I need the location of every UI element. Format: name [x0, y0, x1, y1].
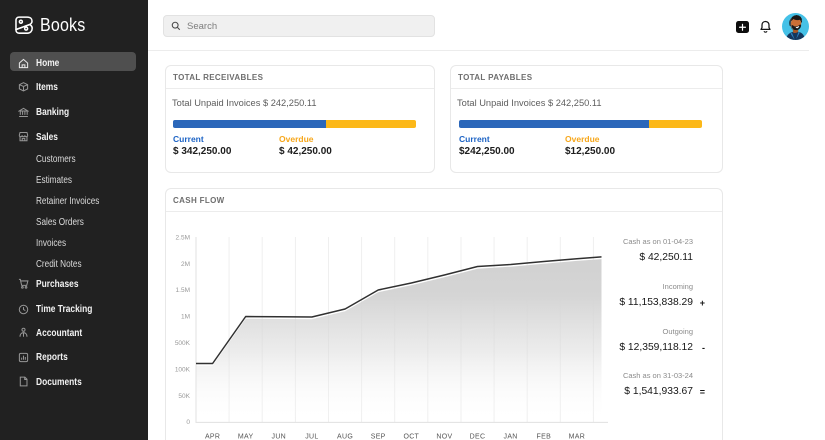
- svg-text:DEC: DEC: [470, 434, 486, 440]
- svg-text:NOV: NOV: [436, 434, 452, 440]
- svg-text:100K: 100K: [175, 366, 191, 373]
- svg-text:JUL: JUL: [305, 434, 318, 440]
- svg-text:MAY: MAY: [238, 434, 254, 440]
- svg-text:50K: 50K: [178, 393, 190, 400]
- svg-text:APR: APR: [205, 434, 220, 440]
- svg-text:OCT: OCT: [403, 434, 419, 440]
- svg-text:2M: 2M: [181, 261, 190, 268]
- svg-text:FEB: FEB: [537, 434, 552, 440]
- svg-text:500K: 500K: [175, 340, 191, 347]
- svg-text:JUN: JUN: [272, 434, 287, 440]
- svg-text:0: 0: [186, 419, 190, 426]
- svg-text:MAR: MAR: [569, 434, 585, 440]
- svg-text:SEP: SEP: [371, 434, 386, 440]
- svg-text:2.5M: 2.5M: [176, 234, 190, 241]
- svg-text:1.5M: 1.5M: [176, 287, 190, 294]
- svg-text:1M: 1M: [181, 314, 190, 321]
- svg-text:JAN: JAN: [504, 434, 518, 440]
- svg-text:AUG: AUG: [337, 434, 353, 440]
